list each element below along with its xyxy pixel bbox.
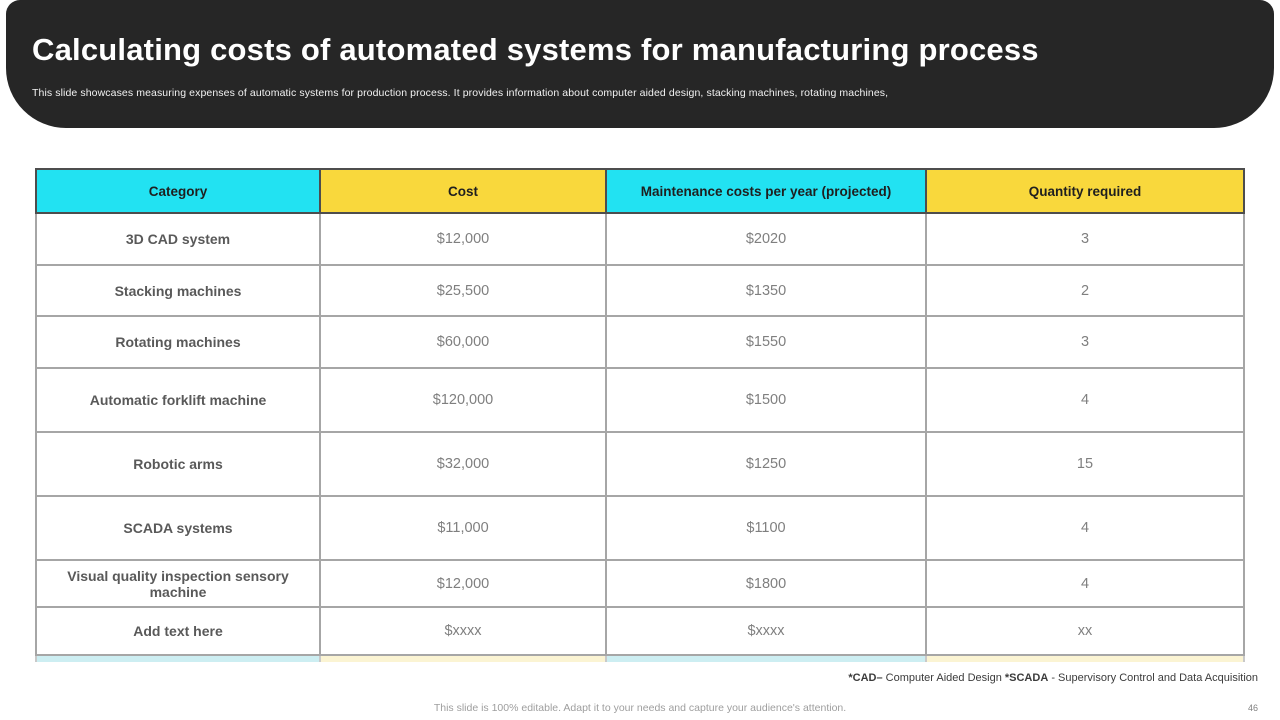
accent-strip-cyan [605,655,927,662]
quantity-cell: 15 [925,431,1245,497]
column-header-cost: Cost [319,168,607,214]
column-header-category: Category [35,168,321,214]
table-row: 3D CAD system $12,000 $2020 3 [35,212,1245,266]
maintenance-cell: $1800 [605,559,927,608]
column-header-maintenance: Maintenance costs per year (projected) [605,168,927,214]
quantity-cell: 4 [925,495,1245,561]
maintenance-cell: $1250 [605,431,927,497]
header-banner: Calculating costs of automated systems f… [6,0,1274,128]
cost-cell: $32,000 [319,431,607,497]
quantity-cell: 2 [925,264,1245,317]
table-row: Visual quality inspection sensory machin… [35,559,1245,608]
category-cell: Robotic arms [35,431,321,497]
footnote-cad-text: Computer Aided Design [882,672,1005,684]
table-row: SCADA systems $11,000 $1100 4 [35,495,1245,561]
accent-strip-yellow [319,655,607,662]
cost-cell: $12,000 [319,559,607,608]
maintenance-cell: $2020 [605,212,927,266]
accent-strip-yellow [925,655,1245,662]
quantity-cell: 3 [925,212,1245,266]
abbreviation-footnote: *CAD– Computer Aided Design *SCADA - Sup… [848,672,1258,684]
editable-note: This slide is 100% editable. Adapt it to… [433,702,847,714]
category-cell: Automatic forklift machine [35,367,321,433]
quantity-cell: 4 [925,559,1245,608]
quantity-cell: 3 [925,315,1245,369]
table-row: Stacking machines $25,500 $1350 2 [35,264,1245,317]
cost-table: Category Cost Maintenance costs per year… [35,168,1245,662]
footnote-scada-abbr: *SCADA [1004,672,1049,684]
page-subtitle: This slide showcases measuring expenses … [32,87,889,99]
table-row-placeholder: Add text here $xxxx $xxxx xx [35,606,1245,656]
cost-cell: $25,500 [319,264,607,317]
column-header-quantity: Quantity required [925,168,1245,214]
accent-strip-cyan [35,655,321,662]
maintenance-cell: $1550 [605,315,927,369]
table-row: Automatic forklift machine $120,000 $150… [35,367,1245,433]
maintenance-cell-placeholder[interactable]: $xxxx [605,606,927,656]
page-title: Calculating costs of automated systems f… [32,32,1039,67]
cost-cell: $60,000 [319,315,607,369]
cost-cell: $11,000 [319,495,607,561]
maintenance-cell: $1500 [605,367,927,433]
footnote-scada-text: - Supervisory Control and Data Acquisiti… [1048,672,1258,684]
footnote-cad-abbr: *CAD– [848,672,883,684]
category-cell-placeholder[interactable]: Add text here [35,606,321,656]
category-cell: Rotating machines [35,315,321,369]
cost-cell-placeholder[interactable]: $xxxx [319,606,607,656]
maintenance-cell: $1100 [605,495,927,561]
quantity-cell-placeholder[interactable]: xx [925,606,1245,656]
table-accent-strip [35,655,1245,662]
table-row: Rotating machines $60,000 $1550 3 [35,315,1245,369]
maintenance-cell: $1350 [605,264,927,317]
page-number: 46 [1247,703,1258,713]
cost-cell: $12,000 [319,212,607,266]
table-header-row: Category Cost Maintenance costs per year… [35,168,1245,214]
category-cell: 3D CAD system [35,212,321,266]
table-row: Robotic arms $32,000 $1250 15 [35,431,1245,497]
quantity-cell: 4 [925,367,1245,433]
category-cell: SCADA systems [35,495,321,561]
category-cell: Visual quality inspection sensory machin… [35,559,321,608]
cost-cell: $120,000 [319,367,607,433]
category-cell: Stacking machines [35,264,321,317]
